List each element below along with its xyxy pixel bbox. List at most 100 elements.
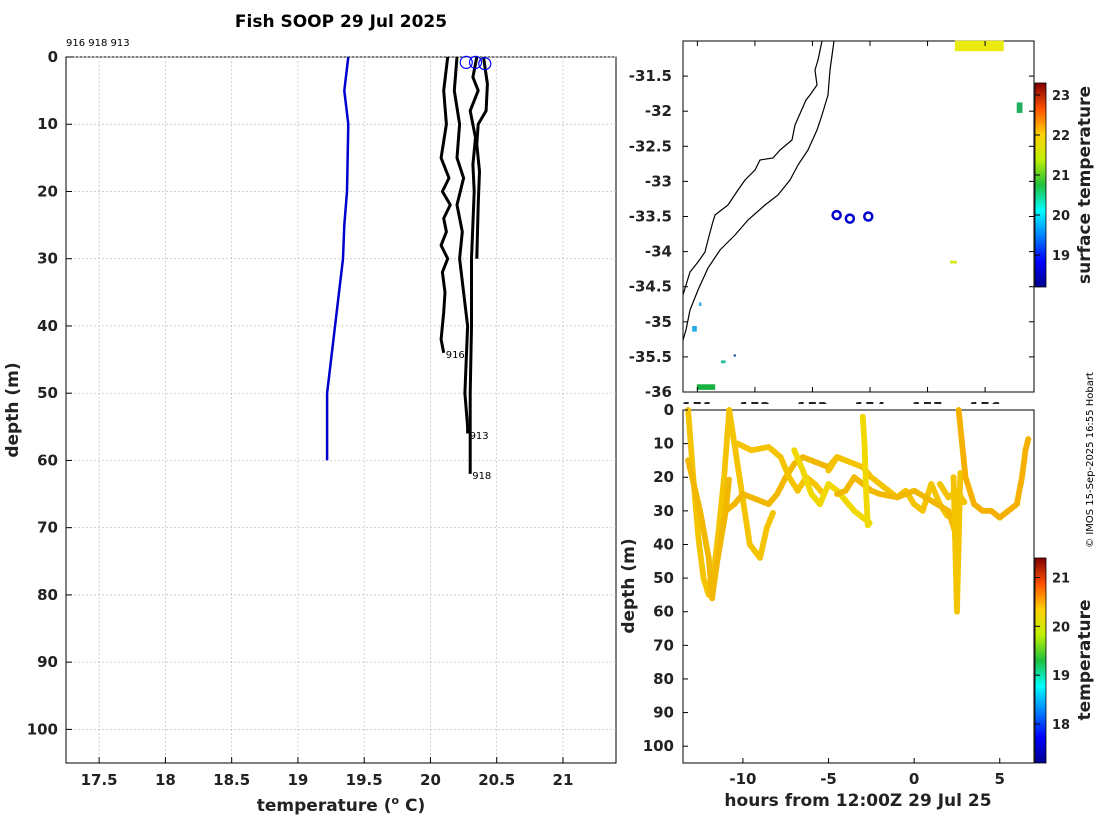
profile-y-tick-label: 60 — [37, 451, 58, 469]
sst-patch — [696, 384, 716, 390]
temperature-colorbar-label: temperature — [1075, 599, 1095, 720]
map-y-tick-label: -31.5 — [629, 67, 672, 85]
time-depth-frame — [682, 409, 1035, 764]
profile-y-tick-label: 40 — [37, 317, 58, 335]
time-depth-point — [726, 476, 732, 483]
shelf-contour — [682, 40, 835, 341]
profile-y-tick-label: 10 — [37, 115, 58, 133]
time-depth-tracks — [685, 407, 1032, 615]
surface-temperature-colorbar: 19 20 21 22 23 surface temperature — [1034, 82, 1095, 288]
profile-end-label: 918 — [472, 471, 491, 482]
sst-patch — [720, 360, 726, 364]
time-depth-x-tick-label: 0 — [909, 770, 919, 788]
sst-patch — [954, 40, 1004, 52]
profile-y-tick-label: 30 — [37, 250, 58, 268]
profile-x-tick-label: 20 — [420, 771, 441, 789]
figure-title: Fish SOOP 29 Jul 2025 — [235, 12, 447, 32]
time-depth-panel: 0 10 20 30 40 50 60 70 80 90 100 -10 -5 0 5 hours from… — [619, 401, 1095, 811]
map-y-tick-label: -32 — [645, 102, 672, 120]
surface-colorbar-tick-label: 20 — [1052, 209, 1070, 224]
map-y-tick-label: -33.5 — [629, 208, 672, 226]
time-depth-point — [769, 510, 776, 516]
time-depth-y-tick-label: 30 — [653, 502, 674, 520]
temperature-profile-panel: 17.5 18 18.5 19 19.5 20 20.5 21 0 10 20 30 40 50 60 70 8… — [3, 48, 617, 816]
profile-x-tick-label: 21 — [553, 771, 574, 789]
profile-y-tick-label: 70 — [37, 519, 58, 537]
profile-x-tick-label: 19 — [287, 771, 308, 789]
station-markers — [831, 209, 874, 224]
time-depth-point — [864, 522, 871, 529]
profile-y-tick-label: 90 — [37, 653, 58, 671]
temperature-colorbar-tick-label: 20 — [1052, 620, 1070, 635]
time-depth-y-tick-label: 10 — [653, 435, 674, 453]
profile-y-tick-label: 0 — [48, 48, 58, 66]
profile-line — [439, 56, 452, 354]
map-y-tick-label: -34 — [645, 243, 672, 261]
surface-colorbar-tick-label: 23 — [1052, 89, 1070, 104]
profile-start-marker — [468, 55, 483, 69]
time-depth-y-tick-label: 40 — [653, 535, 674, 553]
profile-y-tick-label: 20 — [37, 182, 58, 200]
profile-plot-frame — [65, 56, 617, 764]
station-marker — [831, 209, 842, 221]
map-y-tick-label: -36 — [645, 383, 672, 401]
temperature-colorbar-tick-label: 18 — [1052, 718, 1070, 733]
time-depth-y-tick-label: 0 — [664, 401, 674, 419]
time-depth-y-tick-label: 80 — [653, 670, 674, 688]
temperature-colorbar-gradient — [1034, 557, 1047, 764]
profile-line — [468, 56, 480, 474]
profile-ticks: 17.5 18 18.5 19 19.5 20 20.5 21 0 10 20 30 40 50 60 70 8… — [27, 48, 574, 789]
time-depth-y-tick-label: 100 — [643, 737, 674, 755]
temperature-colorbar-ticks: 18 19 20 21 — [1035, 572, 1070, 733]
profile-ids-label: 916 918 913 — [66, 38, 130, 49]
profile-start-marker — [478, 57, 492, 71]
label-crop — [683, 404, 1034, 410]
profile-x-tick-label: 18 — [155, 771, 176, 789]
profile-lines — [325, 56, 489, 474]
map-y-tick-label: -35.5 — [629, 348, 672, 366]
profile-x-tick-label: 18.5 — [213, 771, 250, 789]
surface-colorbar-label: surface temperature — [1075, 86, 1095, 284]
temperature-colorbar-tick-label: 21 — [1052, 572, 1070, 587]
time-depth-x-tick-label: -10 — [729, 770, 756, 788]
station-marker — [863, 211, 874, 222]
surface-colorbar-tick-label: 21 — [1052, 169, 1070, 184]
time-depth-y-tick-label: 70 — [653, 636, 674, 654]
map-y-tick-label: -35 — [645, 313, 672, 331]
map-panel: -31.5 -32 -32.5 -33 -33.5 -34 -34.5 -35 -35.5 -36… — [629, 40, 1095, 417]
sst-patch — [949, 260, 957, 264]
profile-end-label: 916 — [446, 350, 465, 361]
time-depth-x-tick-label: -5 — [820, 770, 837, 788]
time-depth-ticks: 0 10 20 30 40 50 60 70 80 90 100 -10 -5 0 5 — [643, 401, 1005, 788]
time-depth-y-tick-label: 20 — [653, 468, 674, 486]
time-depth-y-axis-label: depth (m) — [619, 538, 639, 633]
profile-x-axis-label: temperature (o C) — [257, 794, 426, 816]
profile-line — [452, 56, 470, 434]
profile-gridlines — [66, 56, 616, 763]
time-depth-x-tick-label: 5 — [995, 770, 1005, 788]
sst-patch — [733, 354, 736, 357]
surface-colorbar-tick-label: 22 — [1052, 129, 1070, 144]
profile-x-tick-label: 20.5 — [478, 771, 515, 789]
profile-markers — [459, 55, 492, 71]
profile-line — [475, 56, 489, 259]
coastline — [682, 40, 823, 296]
map-frame — [682, 40, 1035, 393]
sst-patch — [1016, 102, 1023, 113]
credit-text: © IMOS 15-Sep-2025 16:55 Hobart — [1085, 372, 1096, 548]
time-depth-point — [961, 499, 968, 506]
profile-y-axis-label: depth (m) — [3, 362, 23, 457]
surface-colorbar-tick-label: 19 — [1052, 249, 1070, 264]
sst-patch — [692, 326, 697, 332]
temperature-colorbar-tick-label: 19 — [1052, 669, 1070, 684]
climatology-line — [325, 56, 350, 461]
temperature-colorbar: 18 19 20 21 temperature — [1034, 557, 1095, 764]
time-depth-y-tick-label: 60 — [653, 603, 674, 621]
time-depth-y-tick-label: 90 — [653, 704, 674, 722]
profile-y-tick-label: 80 — [37, 586, 58, 604]
profile-y-tick-label: 50 — [37, 384, 58, 402]
sst-patch — [699, 302, 702, 307]
map-y-tick-label: -33 — [645, 172, 672, 190]
profile-end-labels: 916 913 918 — [446, 350, 492, 482]
